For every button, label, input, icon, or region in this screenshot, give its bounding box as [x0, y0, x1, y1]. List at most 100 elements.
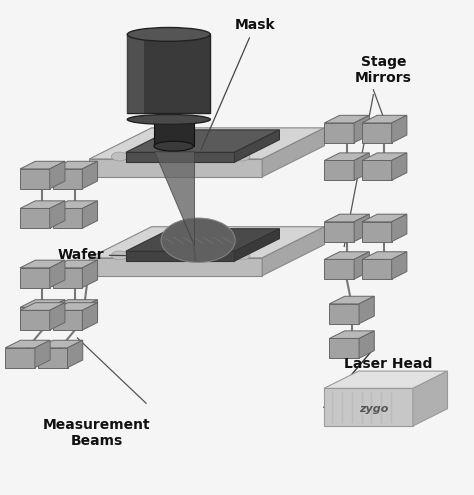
- Polygon shape: [20, 310, 50, 330]
- Polygon shape: [5, 348, 35, 368]
- Ellipse shape: [111, 251, 128, 260]
- Polygon shape: [53, 201, 98, 208]
- Polygon shape: [362, 153, 407, 160]
- Polygon shape: [362, 214, 407, 222]
- Polygon shape: [325, 259, 354, 279]
- Polygon shape: [82, 260, 98, 288]
- Polygon shape: [324, 389, 413, 426]
- Polygon shape: [53, 208, 82, 228]
- Polygon shape: [354, 214, 369, 242]
- Polygon shape: [413, 371, 447, 426]
- FancyBboxPatch shape: [128, 35, 210, 112]
- Polygon shape: [235, 130, 280, 162]
- Polygon shape: [53, 260, 98, 268]
- Polygon shape: [325, 115, 369, 123]
- Text: zygo: zygo: [359, 404, 388, 414]
- Ellipse shape: [128, 114, 210, 124]
- Text: Mask: Mask: [201, 18, 275, 150]
- Polygon shape: [20, 302, 65, 310]
- Polygon shape: [82, 201, 98, 228]
- Polygon shape: [82, 302, 98, 330]
- Polygon shape: [329, 296, 374, 304]
- Polygon shape: [329, 331, 374, 339]
- Polygon shape: [89, 258, 262, 276]
- Polygon shape: [354, 252, 369, 279]
- Ellipse shape: [209, 152, 224, 161]
- Polygon shape: [20, 208, 50, 228]
- Polygon shape: [329, 304, 359, 324]
- Polygon shape: [354, 153, 369, 180]
- Polygon shape: [67, 340, 83, 368]
- Polygon shape: [359, 296, 374, 324]
- Polygon shape: [325, 123, 354, 143]
- Polygon shape: [20, 299, 65, 307]
- Polygon shape: [35, 340, 50, 368]
- Polygon shape: [89, 227, 325, 258]
- Polygon shape: [325, 214, 369, 222]
- Polygon shape: [362, 259, 392, 279]
- Polygon shape: [50, 299, 65, 327]
- Polygon shape: [325, 153, 369, 160]
- Polygon shape: [53, 310, 82, 330]
- Text: Measurement
Beams: Measurement Beams: [43, 418, 150, 448]
- Polygon shape: [38, 348, 67, 368]
- Ellipse shape: [135, 251, 151, 260]
- FancyBboxPatch shape: [128, 35, 144, 112]
- Polygon shape: [324, 371, 447, 389]
- Ellipse shape: [128, 28, 210, 42]
- Polygon shape: [50, 302, 65, 330]
- Polygon shape: [89, 159, 262, 177]
- Ellipse shape: [234, 152, 250, 161]
- Polygon shape: [53, 299, 98, 307]
- Polygon shape: [82, 161, 98, 189]
- Polygon shape: [325, 252, 369, 259]
- Polygon shape: [82, 299, 98, 327]
- Polygon shape: [262, 227, 325, 276]
- Polygon shape: [126, 152, 235, 162]
- Polygon shape: [262, 128, 325, 177]
- Polygon shape: [50, 161, 65, 189]
- Polygon shape: [362, 252, 407, 259]
- Polygon shape: [53, 302, 98, 310]
- Polygon shape: [362, 222, 392, 242]
- Ellipse shape: [161, 218, 235, 262]
- Polygon shape: [20, 169, 50, 189]
- Polygon shape: [38, 340, 83, 348]
- Ellipse shape: [159, 152, 175, 161]
- Ellipse shape: [234, 251, 250, 260]
- Polygon shape: [354, 115, 369, 143]
- FancyBboxPatch shape: [154, 114, 193, 146]
- Polygon shape: [325, 160, 354, 180]
- Polygon shape: [50, 201, 65, 228]
- Polygon shape: [392, 153, 407, 180]
- Polygon shape: [126, 251, 235, 261]
- Ellipse shape: [154, 141, 193, 151]
- Text: Stage
Mirrors: Stage Mirrors: [355, 55, 412, 85]
- Ellipse shape: [209, 251, 224, 260]
- Polygon shape: [53, 268, 82, 288]
- Polygon shape: [392, 214, 407, 242]
- Polygon shape: [20, 260, 65, 268]
- Polygon shape: [362, 160, 392, 180]
- Polygon shape: [392, 115, 407, 143]
- Polygon shape: [392, 252, 407, 279]
- Polygon shape: [154, 151, 193, 245]
- Polygon shape: [53, 307, 82, 327]
- Polygon shape: [126, 130, 280, 152]
- Ellipse shape: [135, 152, 151, 161]
- Polygon shape: [362, 115, 407, 123]
- Text: Laser Head: Laser Head: [344, 356, 432, 371]
- Ellipse shape: [182, 152, 199, 161]
- Ellipse shape: [182, 251, 199, 260]
- Polygon shape: [325, 222, 354, 242]
- Ellipse shape: [159, 251, 175, 260]
- Polygon shape: [20, 307, 50, 327]
- Polygon shape: [362, 123, 392, 143]
- Polygon shape: [5, 340, 50, 348]
- Polygon shape: [89, 128, 325, 159]
- Polygon shape: [20, 201, 65, 208]
- Polygon shape: [359, 331, 374, 358]
- Polygon shape: [53, 161, 98, 169]
- Polygon shape: [20, 268, 50, 288]
- Ellipse shape: [111, 152, 128, 161]
